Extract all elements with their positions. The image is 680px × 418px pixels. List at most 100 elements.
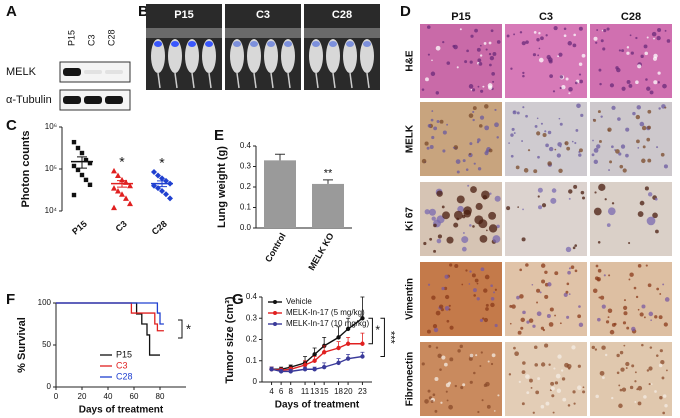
texture bbox=[493, 410, 496, 412]
point bbox=[312, 358, 317, 363]
texture bbox=[552, 90, 556, 93]
texture bbox=[480, 267, 485, 272]
texture bbox=[665, 369, 668, 372]
texture bbox=[465, 269, 468, 272]
texture bbox=[513, 346, 516, 350]
texture bbox=[441, 205, 445, 209]
bar bbox=[264, 160, 296, 228]
texture bbox=[637, 146, 640, 149]
texture bbox=[490, 284, 493, 288]
texture bbox=[542, 133, 547, 138]
texture bbox=[626, 46, 630, 49]
texture bbox=[545, 143, 549, 148]
texture bbox=[518, 380, 521, 384]
texture bbox=[522, 361, 526, 365]
mouse-tail bbox=[315, 72, 319, 89]
texture bbox=[545, 34, 548, 37]
x-tick-label: C28 bbox=[150, 219, 169, 237]
texture bbox=[570, 265, 575, 269]
texture bbox=[435, 310, 441, 316]
point bbox=[360, 341, 365, 346]
texture bbox=[538, 32, 541, 35]
point bbox=[159, 187, 165, 194]
texture bbox=[468, 113, 474, 118]
texture bbox=[535, 390, 540, 395]
texture bbox=[568, 189, 573, 194]
texture bbox=[431, 110, 434, 112]
texture bbox=[427, 283, 431, 286]
signal bbox=[250, 41, 258, 47]
texture bbox=[662, 283, 665, 286]
survival-curve bbox=[56, 302, 160, 356]
micrograph bbox=[505, 182, 587, 256]
mouse bbox=[247, 39, 261, 73]
texture bbox=[577, 314, 582, 319]
y-axis-label: % Survival bbox=[16, 317, 28, 373]
texture bbox=[481, 399, 484, 402]
point bbox=[167, 195, 173, 202]
texture bbox=[656, 287, 660, 291]
texture bbox=[664, 106, 667, 109]
texture bbox=[537, 195, 540, 198]
x-tick-label: 6 bbox=[279, 387, 284, 396]
texture bbox=[489, 63, 492, 67]
texture bbox=[654, 390, 657, 393]
texture bbox=[648, 383, 651, 386]
texture bbox=[607, 316, 610, 319]
texture bbox=[558, 52, 563, 57]
texture bbox=[476, 282, 479, 285]
texture bbox=[436, 215, 445, 224]
mouse-tail bbox=[236, 72, 240, 89]
texture bbox=[432, 393, 436, 397]
texture bbox=[487, 83, 493, 88]
texture bbox=[653, 80, 658, 85]
texture bbox=[544, 130, 547, 133]
texture bbox=[548, 363, 551, 366]
texture bbox=[462, 383, 466, 387]
texture bbox=[581, 53, 586, 58]
texture bbox=[430, 400, 434, 403]
texture bbox=[578, 26, 583, 31]
point bbox=[111, 185, 117, 191]
texture bbox=[510, 133, 514, 137]
texture bbox=[611, 322, 616, 327]
y-tick-label: 0.1 bbox=[240, 203, 252, 212]
texture bbox=[600, 295, 605, 300]
texture bbox=[469, 60, 473, 64]
texture bbox=[477, 138, 481, 142]
y-tick-label: 10⁵ bbox=[45, 164, 57, 173]
texture bbox=[435, 346, 439, 349]
texture bbox=[441, 286, 445, 291]
texture bbox=[510, 154, 514, 158]
point bbox=[278, 369, 284, 374]
y-axis-label: Lung weight (g) bbox=[216, 146, 228, 228]
texture bbox=[558, 117, 561, 120]
texture bbox=[491, 353, 496, 358]
texture bbox=[522, 106, 525, 109]
texture bbox=[490, 362, 494, 366]
x-tick-label: 0 bbox=[54, 392, 59, 401]
texture bbox=[485, 307, 489, 311]
texture bbox=[601, 345, 606, 350]
y-tick-label: 0.4 bbox=[246, 292, 258, 301]
texture bbox=[511, 127, 515, 131]
signal bbox=[154, 41, 162, 47]
texture bbox=[640, 54, 644, 58]
x-tick-label: 11 bbox=[301, 387, 310, 396]
error-bar bbox=[275, 153, 285, 161]
texture bbox=[452, 146, 455, 149]
texture bbox=[440, 401, 443, 404]
texture bbox=[634, 401, 637, 403]
texture bbox=[442, 130, 447, 135]
imaging-stage bbox=[146, 28, 222, 38]
texture bbox=[448, 308, 451, 311]
texture bbox=[655, 354, 659, 357]
point bbox=[127, 200, 133, 207]
texture bbox=[568, 293, 571, 296]
texture bbox=[621, 387, 627, 392]
micrograph bbox=[590, 182, 672, 256]
texture bbox=[599, 82, 602, 86]
texture bbox=[663, 164, 668, 169]
texture bbox=[578, 148, 583, 153]
texture bbox=[608, 274, 611, 277]
